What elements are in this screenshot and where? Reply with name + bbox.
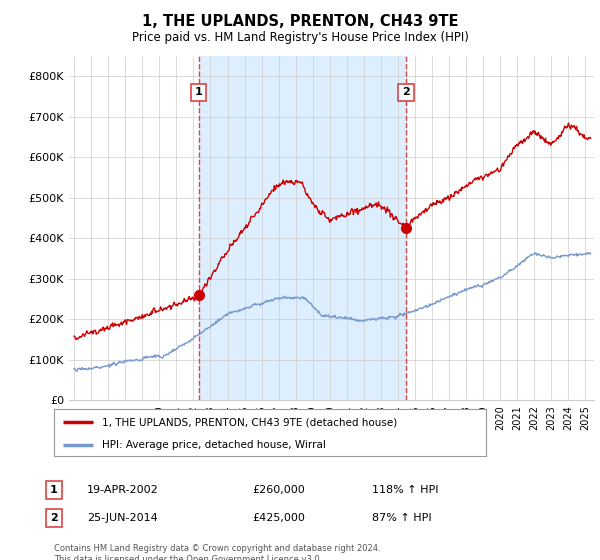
Text: £425,000: £425,000: [252, 513, 305, 523]
Text: Contains HM Land Registry data © Crown copyright and database right 2024.
This d: Contains HM Land Registry data © Crown c…: [54, 544, 380, 560]
Text: 25-JUN-2014: 25-JUN-2014: [87, 513, 158, 523]
Text: 2: 2: [402, 87, 410, 97]
Text: 87% ↑ HPI: 87% ↑ HPI: [372, 513, 431, 523]
Text: £260,000: £260,000: [252, 485, 305, 495]
Text: 1, THE UPLANDS, PRENTON, CH43 9TE: 1, THE UPLANDS, PRENTON, CH43 9TE: [142, 14, 458, 29]
Text: 118% ↑ HPI: 118% ↑ HPI: [372, 485, 439, 495]
Text: 1: 1: [194, 87, 202, 97]
Text: 19-APR-2002: 19-APR-2002: [87, 485, 159, 495]
Text: 2: 2: [50, 513, 58, 523]
Text: HPI: Average price, detached house, Wirral: HPI: Average price, detached house, Wirr…: [101, 440, 325, 450]
Bar: [199, 56, 406, 400]
Text: Price paid vs. HM Land Registry's House Price Index (HPI): Price paid vs. HM Land Registry's House …: [131, 31, 469, 44]
Text: 1: 1: [50, 485, 58, 495]
Text: 1, THE UPLANDS, PRENTON, CH43 9TE (detached house): 1, THE UPLANDS, PRENTON, CH43 9TE (detac…: [101, 417, 397, 427]
